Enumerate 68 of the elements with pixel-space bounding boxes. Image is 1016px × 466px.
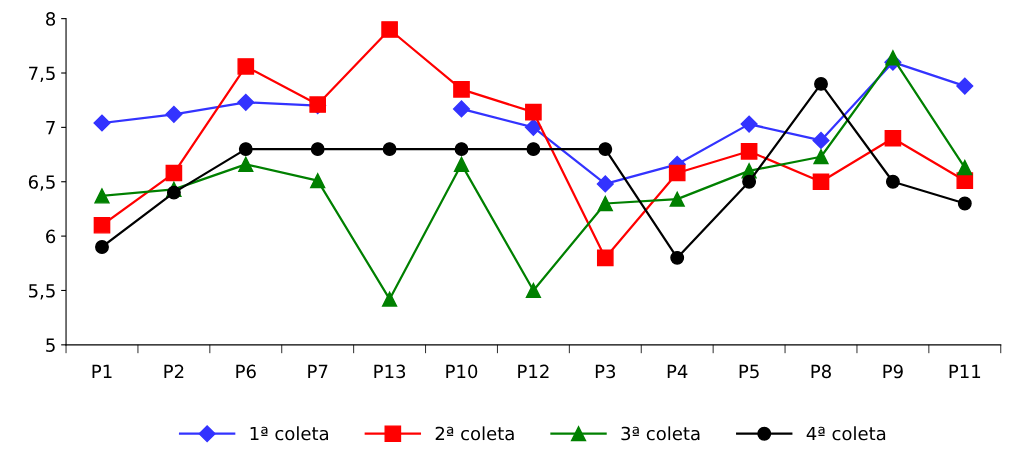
x-tick-label: P10 <box>446 364 478 379</box>
y-tick-label: 7 <box>46 121 55 135</box>
y-tick-label: 6 <box>46 229 56 244</box>
x-tick-label: P5 <box>739 364 759 379</box>
point <box>885 174 900 189</box>
point <box>382 142 397 157</box>
point <box>597 195 613 212</box>
point <box>525 282 542 299</box>
point <box>740 115 758 133</box>
y-tick-label: 6,5 <box>28 175 55 191</box>
legend-label: 2ª coleta <box>435 426 514 441</box>
point <box>814 76 828 91</box>
point <box>668 164 686 182</box>
point <box>885 50 901 66</box>
y-tick-label: 7,5 <box>29 66 55 82</box>
point <box>238 142 253 157</box>
point <box>813 149 829 165</box>
point <box>453 156 470 172</box>
point <box>598 142 613 157</box>
point <box>957 196 972 211</box>
legend-label: 3ª coleta <box>621 426 700 441</box>
point <box>381 21 398 38</box>
point <box>812 131 830 149</box>
point <box>596 249 614 267</box>
point <box>525 103 542 121</box>
x-tick-label: P6 <box>236 364 256 379</box>
x-tick-label: P3 <box>595 364 616 379</box>
point <box>166 185 181 200</box>
point <box>310 142 325 157</box>
point <box>669 191 685 207</box>
x-tick-label: P1 <box>92 364 112 378</box>
y-tick-label: 5,5 <box>29 284 55 300</box>
point <box>454 142 469 157</box>
point <box>956 77 974 95</box>
x-tick-label: P7 <box>308 364 328 378</box>
point <box>740 142 758 160</box>
point <box>670 250 685 265</box>
point <box>884 129 902 147</box>
point <box>524 118 542 136</box>
x-tick-label: P12 <box>518 364 549 378</box>
x-tick-label: P4 <box>667 364 688 378</box>
point <box>526 142 541 157</box>
point <box>237 93 255 111</box>
point <box>812 173 830 191</box>
x-tick-label: P9 <box>883 364 903 379</box>
point <box>742 174 757 189</box>
point <box>452 100 471 118</box>
legend-label: 1ª coleta <box>250 426 328 441</box>
y-tick-label: 5 <box>46 338 55 352</box>
legend-label: 4ª coleta <box>806 426 886 441</box>
point <box>95 240 109 254</box>
x-tick-label: P13 <box>374 364 406 379</box>
point <box>596 175 614 193</box>
point <box>238 156 254 172</box>
point <box>957 159 973 176</box>
point <box>165 164 183 182</box>
point <box>453 80 470 98</box>
point <box>381 291 398 307</box>
point <box>93 216 111 234</box>
point <box>310 173 326 189</box>
x-tick-label: P11 <box>949 364 981 378</box>
x-tick-label: P8 <box>811 364 831 379</box>
point <box>94 188 110 204</box>
point <box>165 105 183 123</box>
y-tick-label: 8 <box>46 12 56 26</box>
x-tick-label: P2 <box>164 364 184 378</box>
point <box>237 58 255 75</box>
point <box>93 114 111 132</box>
